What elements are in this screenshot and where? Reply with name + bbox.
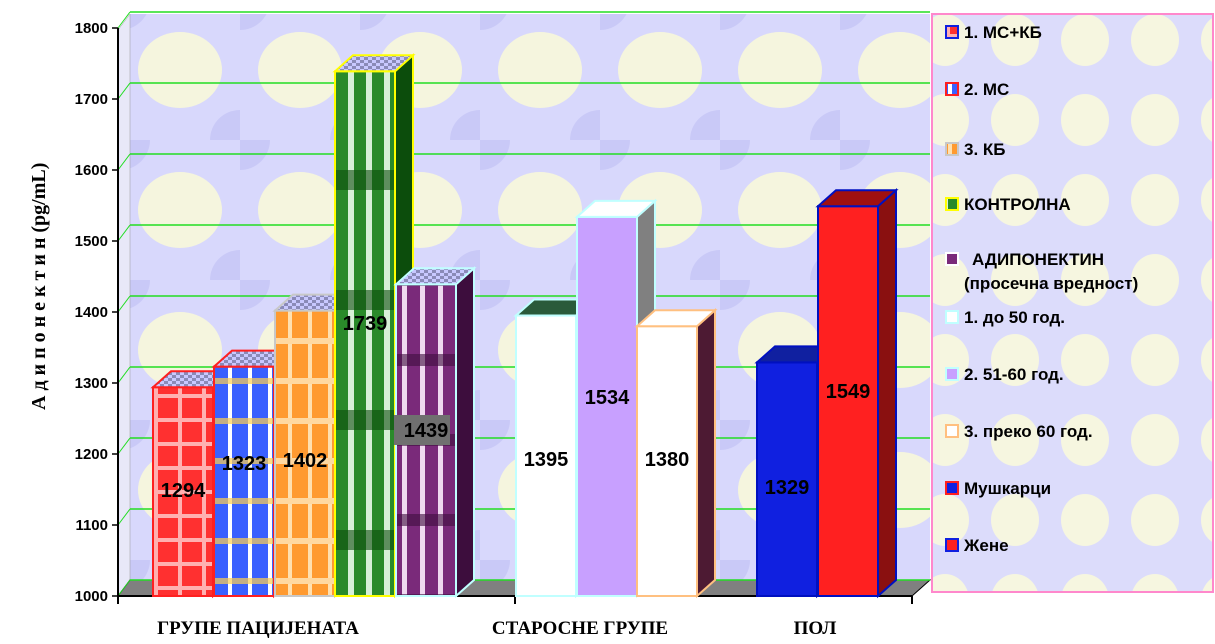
y-tick-label: 1800 (75, 20, 108, 37)
x-group-label: ГРУПЕ ПАЦИЈЕНАТА (157, 618, 359, 639)
y-tick-label: 1100 (75, 517, 108, 534)
legend-swatch (945, 82, 959, 96)
legend-label: 1. МС+КБ (964, 23, 1042, 42)
bar-side (696, 307, 716, 599)
bar-front (152, 386, 214, 598)
gridline-depth (117, 366, 131, 384)
bar-label-bg (394, 415, 450, 445)
gridline-depth (117, 224, 131, 242)
legend-label: 3. преко 60 год. (964, 422, 1093, 441)
bar-top (393, 267, 477, 286)
bar-value-label: 1380 (645, 449, 690, 471)
legend-swatch (945, 197, 959, 211)
gridline-depth (117, 153, 131, 171)
legend-swatch (945, 142, 959, 156)
legend-label: КОНТРОЛНА (964, 195, 1071, 214)
legend-label: Жене (963, 536, 1009, 555)
legend-label: 2. МС (964, 80, 1009, 99)
legend-label: 3. КБ (964, 140, 1006, 159)
gridline-depth (117, 508, 131, 526)
bar-front (274, 309, 336, 597)
x-group-label: СТАРОСНЕ ГРУПЕ (492, 618, 668, 639)
legend-swatch (945, 25, 959, 39)
gridline-depth (117, 11, 131, 29)
bar-top (634, 309, 718, 328)
bar-front (576, 215, 638, 598)
legend-item-1: 1. МС+КБ (945, 23, 1042, 42)
x-axis-group-labels: ГРУПЕ ПАЦИЈЕНАТА СТАРОСНЕ ГРУПЕ ПОЛ (157, 618, 836, 639)
y-axis-label: А д и п о н е к т и н (pg/mL) (28, 163, 50, 410)
bars: 1294 1323 1402 1739 1439 1395 1534 1380 1329 1549 (150, 53, 899, 599)
legend-label: Мушкарци (964, 479, 1051, 498)
bar-value-label: 1395 (524, 449, 569, 471)
bar-front (515, 314, 577, 597)
legend-swatch (945, 252, 959, 266)
y-tick-label: 1000 (75, 588, 108, 605)
bar-value-label: 1323 (222, 453, 267, 475)
y-tick-label: 1600 (75, 162, 108, 179)
bar-front (636, 325, 698, 597)
bar-front (213, 365, 275, 598)
y-tick-label: 1400 (75, 304, 108, 321)
legend-item-10: Жене (945, 536, 1009, 555)
legend-item-4: КОНТРОЛНА (945, 195, 1071, 214)
bar-side (455, 266, 475, 599)
legend-item-7: 2. 51-60 год. (945, 365, 1064, 384)
legend-item-8: 3. преко 60 год. (945, 422, 1093, 441)
legend-swatch (945, 310, 959, 324)
bar-value-label: 1329 (765, 477, 810, 499)
legend-swatch (945, 538, 959, 552)
legend-item-3: 3. КБ (945, 140, 1006, 159)
gridline-depth (117, 295, 131, 313)
gridline-depth (117, 579, 131, 597)
legend-item-5: АДИПОНЕКТИН (просечна вредност) (945, 250, 1138, 293)
legend-box (931, 13, 1214, 593)
gridline-depth (117, 82, 131, 100)
legend-label: 2. 51-60 год. (964, 365, 1064, 384)
legend-swatch (945, 424, 959, 438)
x-group-label: ПОЛ (794, 618, 837, 639)
legend-swatch (945, 481, 959, 495)
bar-side (877, 187, 897, 599)
legend-swatch (945, 367, 959, 381)
bar-value-label: 1439 (404, 420, 449, 442)
bar-value-label: 1294 (161, 480, 206, 502)
y-tick-label: 1500 (75, 233, 108, 250)
bar-8: 1380 (634, 307, 718, 599)
bar-top (332, 54, 416, 73)
bar-top (815, 189, 899, 208)
y-tick-label: 1200 (75, 446, 108, 463)
bar-value-label: 1402 (283, 450, 328, 472)
y-tick-label: 1700 (75, 91, 108, 108)
bar-value-label: 1534 (585, 387, 630, 409)
gridline-depth (117, 437, 131, 455)
bar-value-label: 1739 (343, 313, 388, 335)
legend-item-2: 2. МС (945, 80, 1009, 99)
legend-item-9: Мушкарци (945, 479, 1051, 498)
legend-item-6: 1. до 50 год. (945, 308, 1065, 327)
legend-label: АДИПОНЕКТИН (просечна вредност) (964, 250, 1138, 293)
y-tick-label: 1300 (75, 375, 108, 392)
legend: 1. МС+КБ 2. МС 3. КБ КОНТРОЛНА АДИПОНЕКТИН (п… (945, 23, 1138, 555)
bar-5: 1439 (393, 266, 477, 599)
chart-side-wall (117, 13, 131, 597)
bar-10: 1549 (815, 187, 899, 599)
legend-label: 1. до 50 год. (964, 308, 1065, 327)
bar-value-label: 1549 (826, 381, 871, 403)
bar-top (574, 199, 658, 218)
